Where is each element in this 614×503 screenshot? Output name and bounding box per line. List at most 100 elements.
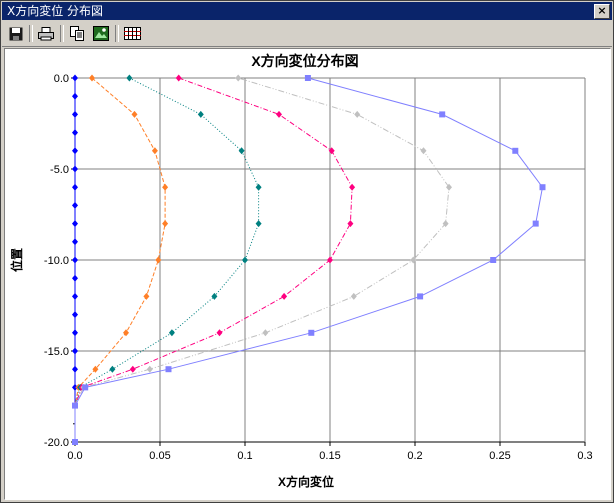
data-point: [532, 220, 539, 227]
data-point: [72, 183, 78, 191]
data-point: [165, 366, 172, 373]
data-point: [146, 365, 153, 373]
y-tick-label: -20.0: [44, 437, 69, 449]
data-point: [281, 292, 288, 300]
data-point: [151, 147, 158, 155]
series-line: [74, 77, 260, 406]
y-tick-label: -15.0: [44, 346, 69, 358]
data-point: [72, 110, 78, 118]
x-tick-label: 0.05: [149, 450, 170, 462]
data-point: [155, 256, 162, 264]
data-point: [328, 147, 335, 155]
data-table-button[interactable]: [122, 24, 142, 43]
data-point: [131, 110, 138, 118]
data-point: [72, 201, 78, 209]
data-point: [238, 147, 245, 155]
data-point: [72, 92, 78, 100]
series-2: [72, 74, 262, 410]
data-point: [72, 311, 78, 319]
data-point: [512, 147, 519, 154]
data-point: [72, 274, 78, 282]
data-point: [72, 165, 78, 173]
data-point: [129, 365, 136, 373]
data-point: [72, 365, 78, 373]
tick-labels: 0.0 0.05 0.1 0.15 0.2 0.25 0.3 0.0 -5.0 -10.0 -15.…: [44, 73, 593, 462]
data-point: [162, 220, 169, 228]
data-point: [123, 329, 129, 337]
chart-title: X方向変位分布図: [251, 53, 358, 69]
chart-svg: X方向変位分布図 X方向変位 位置 0.0 0.05 0.1 0.15 0.2 0.25 0…: [9, 53, 593, 489]
data-point: [72, 439, 78, 445]
x-tick-label: 0.0: [67, 450, 82, 462]
data-point: [276, 110, 282, 118]
series-1: [72, 74, 169, 410]
series-5: [72, 75, 546, 445]
data-point: [410, 256, 417, 264]
data-point: [539, 184, 546, 191]
x-axis-label: X方向変位: [278, 474, 334, 489]
series-layer: [72, 74, 546, 445]
data-point: [420, 147, 427, 155]
data-point: [175, 74, 182, 82]
data-point: [168, 329, 175, 337]
data-point: [72, 238, 78, 246]
table-icon: [123, 27, 141, 40]
series-line: [74, 77, 166, 406]
data-point: [197, 110, 204, 118]
window-title: X方向変位 分布図: [7, 4, 104, 18]
series-line: [74, 77, 353, 406]
data-point: [72, 147, 78, 155]
data-point: [72, 329, 78, 337]
save-button[interactable]: [6, 24, 26, 43]
data-point: [72, 383, 78, 391]
data-point: [82, 384, 89, 391]
y-tick-label: 0.0: [54, 73, 69, 85]
toolbar-separator: [29, 25, 33, 42]
y-axis-label: 位置: [9, 248, 24, 272]
data-point: [72, 402, 78, 409]
toolbar-separator: [115, 25, 119, 42]
data-point: [211, 292, 218, 300]
image-export-icon: [93, 26, 109, 41]
copy-icon: [69, 26, 84, 41]
data-point: [442, 220, 449, 228]
data-point: [92, 365, 99, 373]
series-line: [74, 77, 544, 442]
data-point: [350, 292, 357, 300]
printer-icon: [38, 26, 54, 40]
toolbar: [2, 21, 612, 47]
data-point: [255, 183, 262, 191]
data-point: [72, 220, 78, 228]
toolbar-separator: [60, 25, 64, 42]
title-bar[interactable]: X方向変位 分布図 ×: [2, 2, 612, 20]
print-button[interactable]: [36, 24, 56, 43]
data-point: [72, 74, 78, 82]
data-point: [89, 74, 95, 82]
x-tick-label: 0.2: [407, 450, 422, 462]
close-button[interactable]: ×: [594, 4, 610, 19]
y-tick-label: -10.0: [44, 255, 69, 267]
data-point: [235, 74, 242, 82]
data-point: [327, 256, 333, 264]
copy-button[interactable]: [67, 24, 87, 43]
data-point: [255, 220, 262, 228]
series-line: [74, 77, 450, 406]
data-point: [109, 365, 116, 373]
floppy-disk-icon: [9, 27, 23, 40]
data-point: [216, 329, 223, 337]
data-point: [490, 257, 497, 263]
data-point: [72, 129, 78, 137]
export-image-button[interactable]: [91, 24, 111, 43]
x-tick-label: 0.3: [577, 450, 592, 462]
series-3: [72, 74, 356, 410]
data-point: [72, 256, 78, 264]
plot-area: X方向変位分布図 X方向変位 位置 0.0 0.05 0.1 0.15 0.2 0.25 0…: [4, 48, 611, 500]
y-tick-label: -5.0: [50, 164, 69, 176]
data-point: [439, 111, 446, 118]
data-point: [126, 74, 133, 82]
data-point: [72, 292, 78, 300]
data-point: [354, 110, 361, 118]
series-0: [72, 74, 78, 410]
x-tick-label: 0.1: [237, 450, 252, 462]
